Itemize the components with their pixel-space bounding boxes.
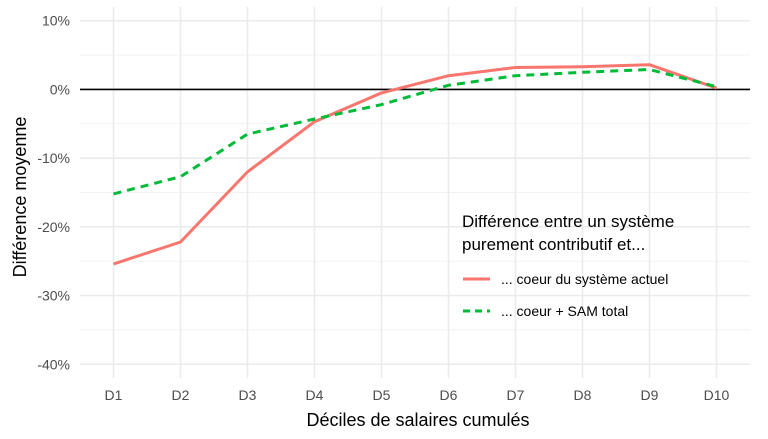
series-line-2 (113, 68, 717, 196)
legend-title-line-1: Différence entre un système (462, 212, 674, 231)
x-tick-label: D3 (239, 387, 257, 403)
series-line-1 (113, 63, 717, 266)
y-tick-label: 0% (50, 81, 70, 97)
x-tick-label: D4 (306, 387, 324, 403)
y-tick-labels: 10% 0% -10% -20% -30% -40% (37, 13, 70, 373)
legend-title-line-2: purement contributif et... (462, 235, 645, 254)
x-tick-label: D10 (704, 387, 730, 403)
x-tick-label: D7 (507, 387, 525, 403)
minor-gridlines (80, 54, 750, 331)
legend-label-1: ... coeur du système actuel (501, 271, 668, 287)
legend: Différence entre un système purement con… (462, 212, 674, 319)
x-tick-label: D2 (172, 387, 190, 403)
y-axis-title: Différence moyenne (10, 117, 30, 278)
x-tick-label: D8 (574, 387, 592, 403)
x-tick-label: D1 (105, 387, 123, 403)
x-tick-labels: D1 D2 D3 D4 D5 D6 D7 D8 D9 D10 (105, 387, 730, 403)
x-tick-label: D6 (440, 387, 458, 403)
y-tick-label: -20% (37, 219, 70, 235)
series-lines (113, 63, 717, 266)
major-gridlines (80, 7, 750, 378)
x-axis-title: Déciles de salaires cumulés (306, 410, 529, 430)
legend-keys: ... coeur du système actuel ... coeur + S… (463, 271, 668, 319)
x-tick-label: D9 (641, 387, 659, 403)
y-tick-label: -30% (37, 288, 70, 304)
legend-label-2: ... coeur + SAM total (501, 303, 628, 319)
y-tick-label: 10% (42, 13, 70, 29)
y-tick-label: -40% (37, 356, 70, 372)
x-tick-label: D5 (373, 387, 391, 403)
y-tick-label: -10% (37, 150, 70, 166)
